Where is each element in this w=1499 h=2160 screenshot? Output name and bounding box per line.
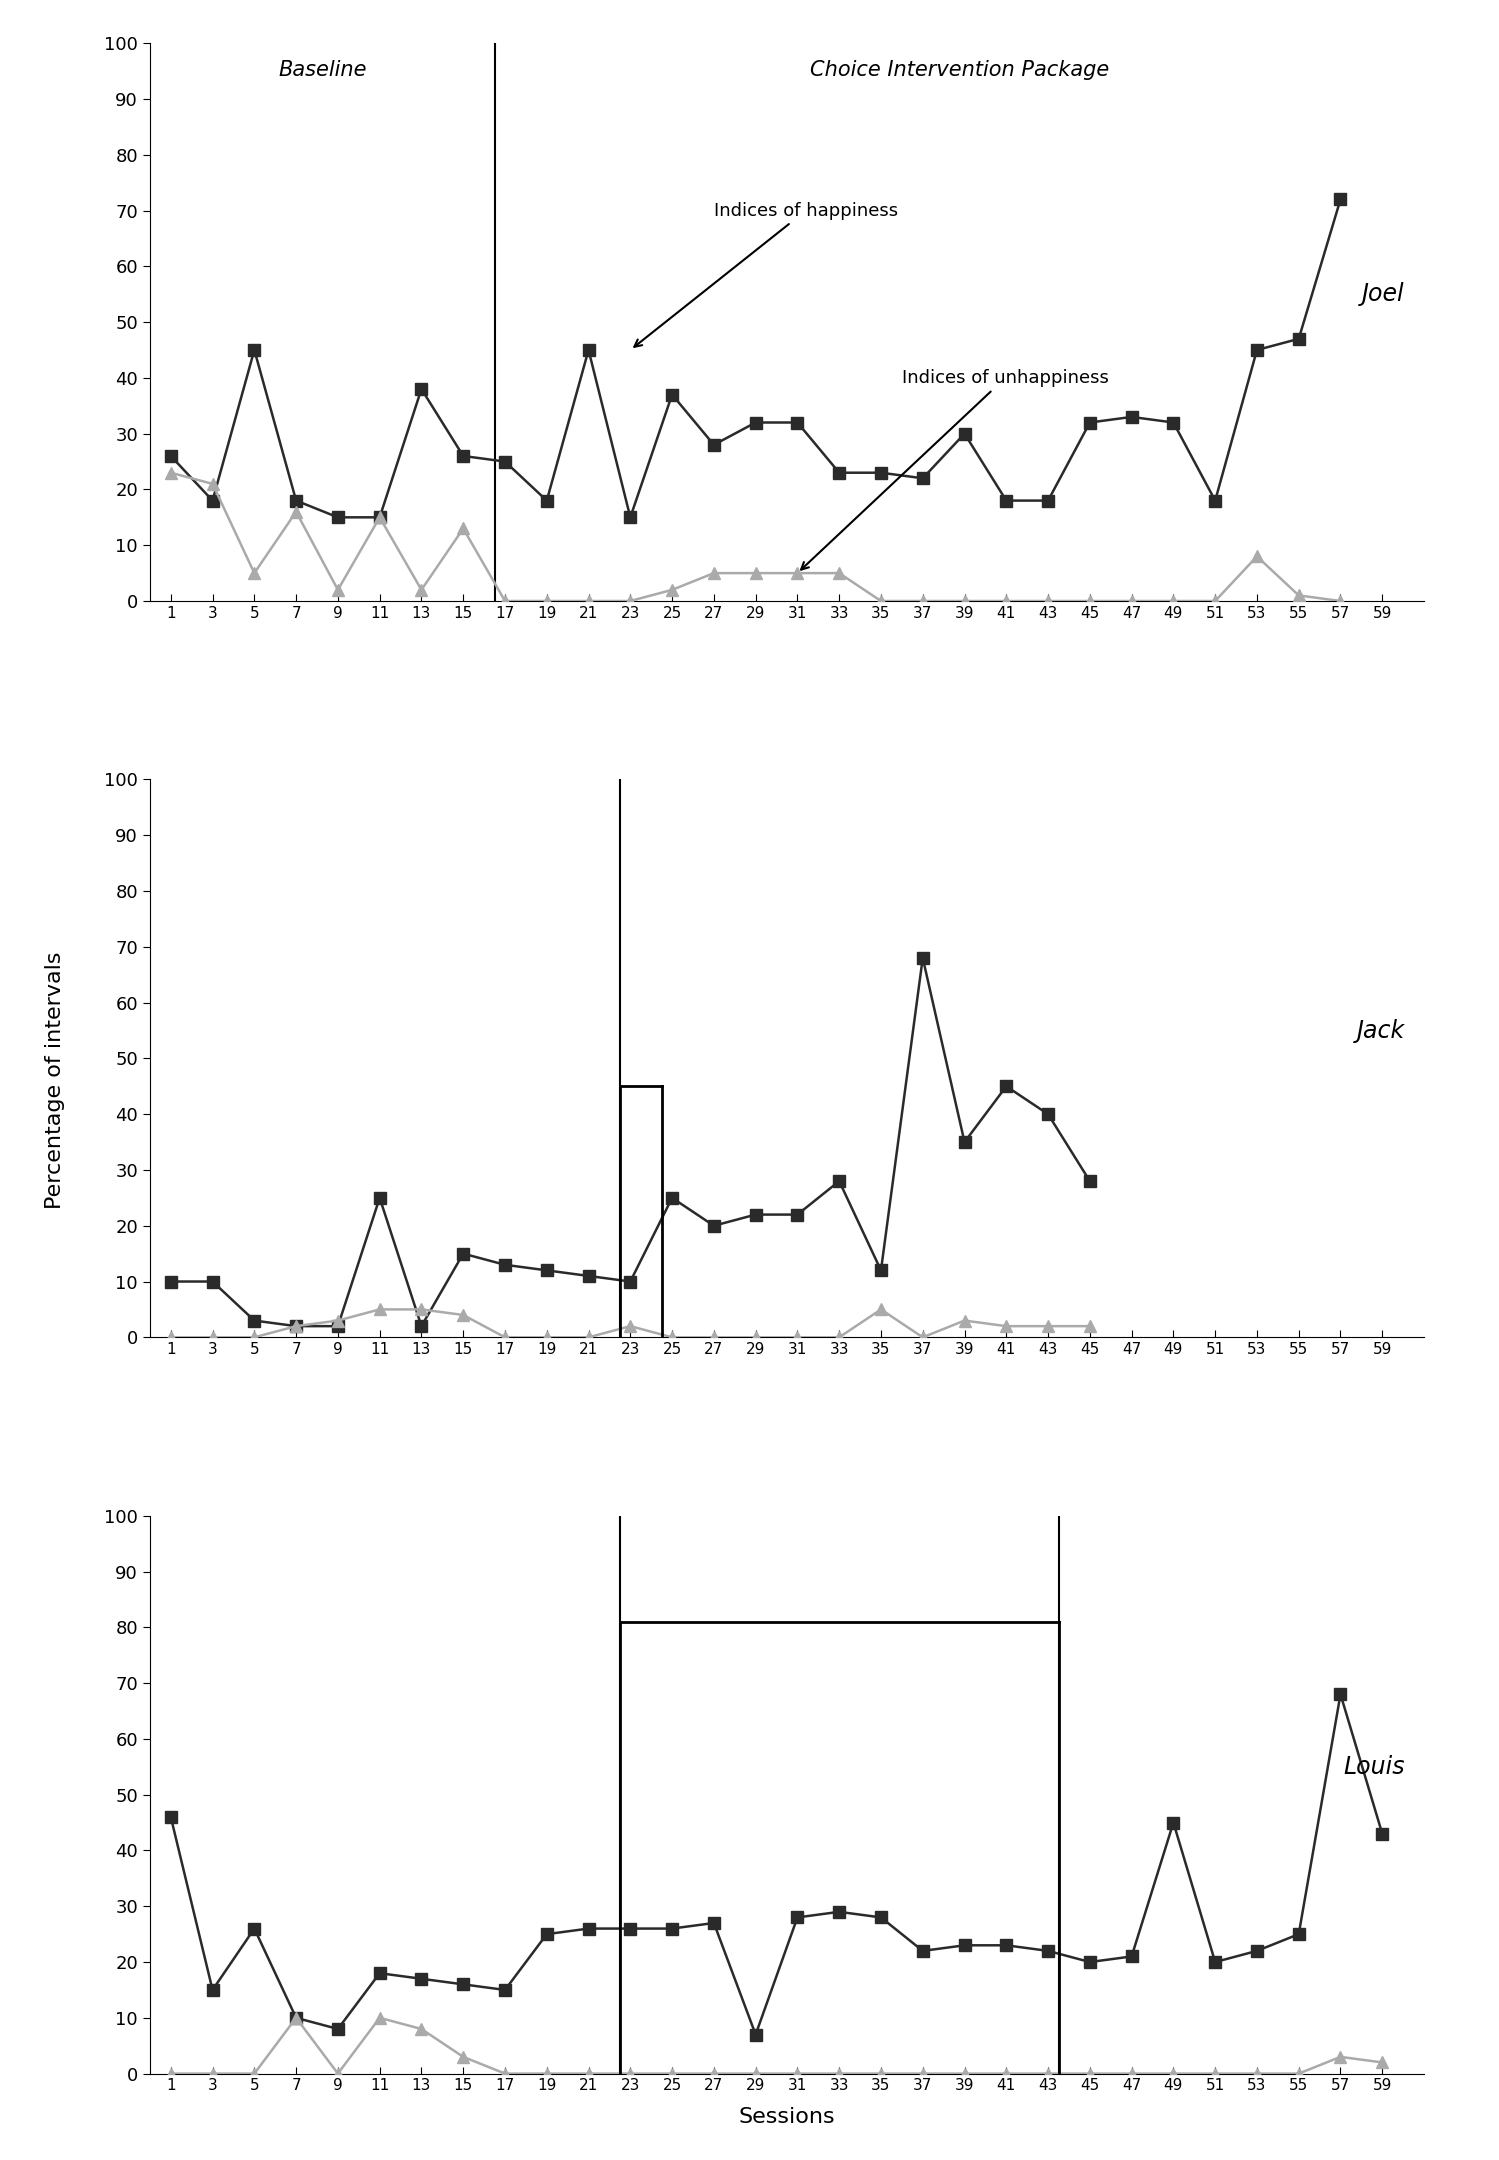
Text: Jack: Jack xyxy=(1357,1020,1405,1043)
Text: Indices of unhappiness: Indices of unhappiness xyxy=(800,369,1109,570)
Text: Louis: Louis xyxy=(1343,1754,1405,1780)
X-axis label: Sessions: Sessions xyxy=(739,2108,835,2128)
Text: Indices of happiness: Indices of happiness xyxy=(634,201,898,348)
Text: Choice Intervention Package: Choice Intervention Package xyxy=(809,60,1109,80)
Text: Percentage of intervals: Percentage of intervals xyxy=(45,950,64,1210)
Text: Baseline: Baseline xyxy=(277,60,366,80)
Text: Joel: Joel xyxy=(1363,283,1405,307)
